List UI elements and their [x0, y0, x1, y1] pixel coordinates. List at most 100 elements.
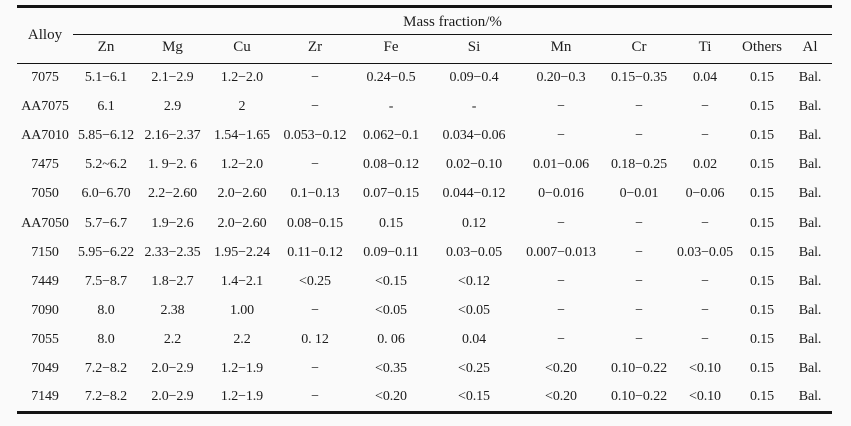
mass-fraction-group-header: Mass fraction/% — [73, 6, 833, 35]
value-cell: 0.15 — [749, 244, 775, 260]
table-row-7150: 7150 5.95−6.22 2.33−2.35 1.95−2.24 0.11−0.12… — [17, 238, 832, 267]
value-cell: 0.09−0.11 — [363, 244, 419, 260]
value-cell: 7.2−8.2 — [84, 389, 128, 405]
value-cell: 0. 12 — [301, 331, 329, 347]
value-cell: − — [635, 215, 643, 231]
value-cell: Bal. — [798, 244, 822, 260]
value-cell: − — [701, 331, 709, 347]
value-cell: 2 — [238, 99, 246, 115]
value-cell: 1.95−2.24 — [214, 244, 270, 260]
value-cell: − — [701, 99, 709, 115]
column-header-others: Others — [736, 34, 788, 64]
value-cell: 8.0 — [97, 331, 115, 347]
value-cell: 0.07−0.15 — [363, 186, 419, 202]
column-header-cu: Cu — [206, 34, 278, 64]
value-cell: 0.15 — [749, 99, 775, 115]
value-cell: − — [635, 244, 643, 260]
value-cell: 0.01−0.06 — [533, 157, 589, 173]
value-cell: 0.04 — [692, 70, 718, 86]
value-cell: 2.0−2.60 — [217, 215, 267, 231]
value-cell: 2.0−2.60 — [217, 186, 267, 202]
value-cell: <0.20 — [545, 360, 577, 376]
table-row-7055: 7055 8.0 2.2 2.2 0. 12 0. 06 0.04 − − − 0.15 Bal. — [17, 325, 832, 354]
table-row-7090: 7090 8.0 2.38 1.00 − <0.05 <0.05 − − − 0.15 Bal. — [17, 296, 832, 325]
alloy-cell: 7475 — [31, 157, 59, 173]
value-cell: − — [557, 215, 565, 231]
table-row-7049: 7049 7.2−8.2 2.0−2.9 1.2−1.9 − <0.35 <0.25 <0.2… — [17, 354, 832, 383]
value-cell: 7.5−8.7 — [84, 273, 128, 289]
value-cell: <0.15 — [458, 389, 490, 405]
column-header-al: Al — [788, 34, 833, 64]
alloy-cell: 7049 — [31, 360, 59, 376]
table-row-aa7075: AA7075 6.1 2.9 2 − - - − − − 0.15 Bal. — [17, 93, 832, 122]
value-cell: 5.2~6.2 — [85, 157, 127, 173]
alloy-cell: 7149 — [31, 389, 59, 405]
value-cell: <0.10 — [689, 360, 721, 376]
value-cell: − — [557, 99, 565, 115]
value-cell: 1.2−1.9 — [220, 389, 264, 405]
value-cell: − — [311, 389, 319, 405]
table-row-7149: 7149 7.2−8.2 2.0−2.9 1.2−1.9 − <0.20 <0.15 <0.2… — [17, 384, 832, 413]
value-cell: Bal. — [798, 128, 822, 144]
value-cell: 0−0.06 — [685, 186, 725, 202]
value-cell: <0.05 — [458, 302, 490, 318]
value-cell: − — [701, 302, 709, 318]
value-cell: <0.20 — [375, 389, 407, 405]
alloy-cell: 7090 — [31, 302, 59, 318]
value-cell: 0.15−0.35 — [611, 70, 667, 86]
value-cell: 0.03−0.05 — [446, 244, 502, 260]
value-cell: Bal. — [798, 215, 822, 231]
table-row-aa7050: AA7050 5.7−6.7 1.9−2.6 2.0−2.60 0.08−0.15 0.1… — [17, 209, 832, 238]
value-cell: − — [557, 128, 565, 144]
column-header-zr: Zr — [278, 34, 352, 64]
value-cell: 0−0.01 — [619, 186, 659, 202]
value-cell: 0.02 — [692, 157, 718, 173]
alloy-cell: 7150 — [31, 244, 59, 260]
value-cell: 0.15 — [749, 302, 775, 318]
column-header-fe: Fe — [352, 34, 430, 64]
value-cell: <0.25 — [299, 273, 331, 289]
value-cell: 5.95−6.22 — [78, 244, 134, 260]
value-cell: 2.33−2.35 — [144, 244, 201, 260]
value-cell: − — [701, 273, 709, 289]
column-header-mn: Mn — [518, 34, 604, 64]
value-cell: Bal. — [798, 302, 822, 318]
value-cell: 0.15 — [749, 215, 775, 231]
value-cell: − — [635, 273, 643, 289]
table-row-7050: 7050 6.0−6.70 2.2−2.60 2.0−2.60 0.1−0.13 0.07… — [17, 180, 832, 209]
value-cell: 7.2−8.2 — [84, 360, 128, 376]
value-cell: 0.20−0.3 — [536, 70, 586, 86]
value-cell: 2.2 — [163, 331, 182, 347]
value-cell: <0.25 — [458, 360, 490, 376]
value-cell: 2.0−2.9 — [151, 389, 194, 405]
element-header-row: Zn Mg Cu Zr Fe Si Mn Cr Ti Others Al — [17, 34, 833, 64]
value-cell: 0.053−0.12 — [283, 128, 347, 144]
value-cell: 1.2−1.9 — [220, 360, 264, 376]
value-cell: 0.10−0.22 — [611, 389, 667, 405]
value-cell: 1.9−2.6 — [151, 215, 194, 231]
value-cell: 1.54−1.65 — [214, 128, 270, 144]
value-cell: - — [471, 99, 477, 115]
value-cell: 0. 06 — [377, 331, 405, 347]
value-cell: 0−0.016 — [538, 186, 584, 202]
value-cell: − — [701, 215, 709, 231]
column-header-si: Si — [430, 34, 518, 64]
value-cell: Bal. — [798, 389, 822, 405]
value-cell: − — [311, 99, 319, 115]
table-header: Alloy Mass fraction/% Zn Mg Cu Zr Fe Si Mn Cr Ti… — [17, 6, 833, 64]
value-cell: <0.15 — [375, 273, 407, 289]
table-row-7475: 7475 5.2~6.2 1. 9−2. 6 1.2−2.0 − 0.08−0.12 0.0… — [17, 151, 832, 180]
group-header-row: Alloy Mass fraction/% — [17, 6, 833, 64]
value-cell: 1.4−2.1 — [220, 273, 264, 289]
value-cell: Bal. — [798, 273, 822, 289]
alloy-composition-table: Alloy Mass fraction/% Zn Mg Cu Zr Fe Si Mn Cr Ti… — [17, 5, 833, 415]
value-cell: 5.1−6.1 — [84, 70, 128, 86]
value-cell: 0.15 — [749, 360, 775, 376]
value-cell: 2.16−2.37 — [144, 128, 201, 144]
value-cell: − — [635, 331, 643, 347]
value-cell: 2.9 — [163, 99, 182, 115]
value-cell: − — [635, 128, 643, 144]
value-cell: 1.2−2.0 — [220, 70, 264, 86]
value-cell: Bal. — [798, 331, 822, 347]
value-cell: 0.007−0.013 — [526, 244, 596, 260]
